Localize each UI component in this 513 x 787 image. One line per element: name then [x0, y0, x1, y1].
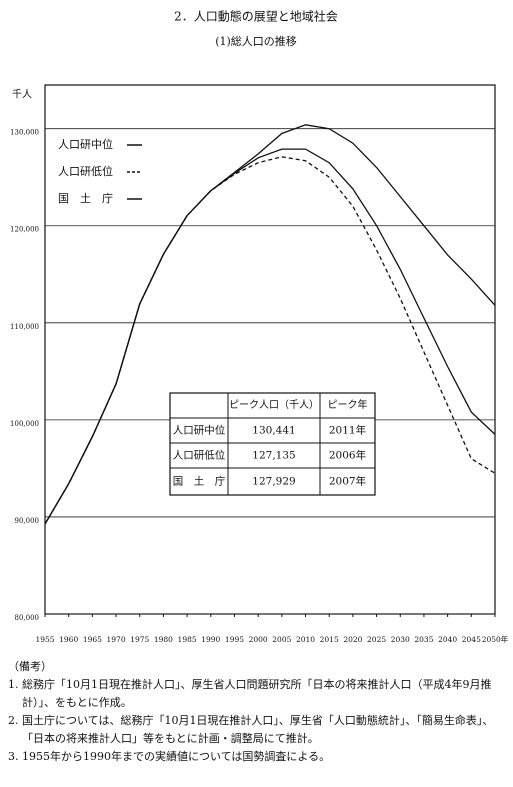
notes: （備考） 1. 総務庁「10月1日現在推計人口」、厚生省人口問題研究所「日本の将… — [8, 658, 503, 766]
table-cell: 人口研中位 — [173, 424, 226, 437]
table-cell: 人口研低位 — [173, 449, 226, 462]
chart: 2．人口動態の展望と地域社会 (1)総人口の推移 千人 80,000 90,000… — [10, 9, 509, 645]
x-tick-label: 1955 — [35, 635, 54, 644]
x-tick-label: 1995 — [225, 635, 244, 644]
x-tick-label: 2045 — [462, 635, 481, 644]
y-unit: 千人 — [12, 89, 32, 101]
x-tick-label: 2030 — [391, 635, 410, 644]
table-cell: 127,929 — [252, 476, 295, 488]
legend-label: 人口研中位 — [58, 137, 113, 151]
legend-label: 人口研低位 — [58, 164, 113, 178]
table-cell: 127,135 — [252, 450, 295, 462]
y-tick-label: 130,000 — [10, 129, 39, 137]
table-cell: 2007年 — [329, 475, 366, 488]
series-line — [44, 148, 496, 525]
table-cell: 2011年 — [329, 424, 366, 437]
x-tick-label: 1985 — [178, 635, 197, 644]
x-tick-label: 2000 — [249, 635, 268, 644]
x-tick-label: 1975 — [130, 635, 149, 644]
x-tick-label: 1965 — [83, 635, 102, 644]
y-tick-label: 100,000 — [10, 420, 39, 428]
note: 2. 国土庁については、総務庁「10月1日現在推計人口」、厚生省「人口動態統計」… — [8, 714, 494, 745]
y-tick-label: 90,000 — [15, 517, 40, 525]
legend-label: 国 土 庁 — [58, 191, 113, 205]
note: 3. 1955年から1990年までの実績値については国勢調査による。 — [8, 750, 331, 763]
note: 1. 総務庁「10月1日現在推計人口」、厚生省人口問題研究所「日本の将来推計人口… — [8, 678, 492, 709]
subtitle: (1)総人口の推移 — [215, 34, 297, 48]
table-bg — [169, 392, 376, 496]
x-tick-label: 2040 — [438, 635, 457, 644]
x-tick-label: 2050年 — [482, 634, 509, 644]
x-tick-label: 1990 — [201, 635, 220, 644]
x-tick-label: 1960 — [59, 635, 78, 644]
y-tick-label: 120,000 — [10, 226, 39, 234]
x-tick-label: 1970 — [107, 635, 126, 644]
table-cell: 国 土 庁 — [173, 475, 226, 488]
x-tick-label: 2015 — [320, 635, 339, 644]
x-tick-label: 2035 — [414, 635, 433, 644]
x-tick-label: 1980 — [154, 635, 173, 644]
title: 2．人口動態の展望と地域社会 — [174, 9, 338, 24]
y-tick-label: 110,000 — [10, 323, 39, 331]
x-tick-label: 2020 — [343, 635, 362, 644]
table-cell: 2006年 — [329, 449, 366, 462]
x-tick-label: 2010 — [296, 635, 315, 644]
notes-heading: （備考） — [8, 660, 52, 673]
table-header: ピーク年 — [328, 398, 368, 411]
x-tick-label: 2025 — [367, 635, 386, 644]
table-cell: 130,441 — [252, 425, 295, 437]
table-header: ピーク人口（千人） — [229, 399, 319, 411]
x-tick-label: 2005 — [272, 635, 291, 644]
y-tick-label: 80,000 — [15, 614, 40, 622]
